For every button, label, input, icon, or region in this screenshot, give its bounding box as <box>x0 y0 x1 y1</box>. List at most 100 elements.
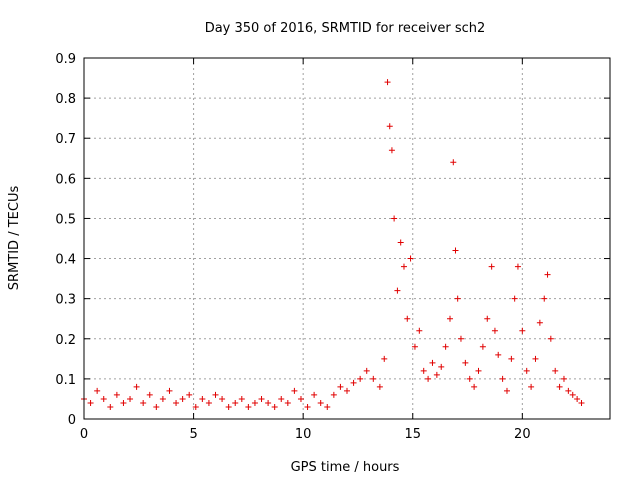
data-point <box>384 79 391 86</box>
data-point <box>357 375 364 382</box>
y-tick-label: 0.7 <box>55 132 76 147</box>
data-point <box>317 399 324 406</box>
data-point <box>450 159 457 166</box>
data-point <box>212 391 219 398</box>
data-point <box>391 215 398 222</box>
data-point <box>508 355 515 362</box>
data-point <box>511 295 518 302</box>
x-tick-label: 20 <box>514 427 531 442</box>
data-point <box>386 123 393 130</box>
plot-frame <box>83 57 611 420</box>
data-point <box>552 367 559 374</box>
data-point <box>225 403 232 410</box>
data-point <box>120 399 127 406</box>
data-point <box>479 343 486 350</box>
data-point <box>271 403 278 410</box>
data-point <box>205 399 212 406</box>
data-point <box>311 391 318 398</box>
data-point <box>425 375 432 382</box>
data-point <box>186 391 193 398</box>
data-point <box>438 363 445 370</box>
data-point <box>404 315 411 322</box>
data-point <box>107 403 114 410</box>
y-tick-label: 0.5 <box>55 212 76 227</box>
data-point <box>457 335 464 342</box>
data-point <box>100 395 107 402</box>
data-point <box>284 399 291 406</box>
data-point <box>484 315 491 322</box>
data-point <box>363 367 370 374</box>
data-point <box>433 371 440 378</box>
data-point <box>536 319 543 326</box>
x-axis-label: GPS time / hours <box>291 460 400 475</box>
data-points <box>81 79 585 410</box>
data-point <box>192 403 199 410</box>
data-point <box>113 391 120 398</box>
data-point <box>94 387 101 394</box>
data-point <box>475 367 482 374</box>
data-point <box>499 375 506 382</box>
y-tick-label: 0.6 <box>55 172 76 187</box>
data-point <box>199 395 206 402</box>
data-point <box>159 395 166 402</box>
data-point <box>569 391 576 398</box>
data-point <box>394 287 401 294</box>
data-point <box>578 399 585 406</box>
data-point <box>265 399 272 406</box>
data-point <box>528 383 535 390</box>
data-point <box>416 327 423 334</box>
y-tick-label: 0 <box>68 413 76 428</box>
data-point <box>514 263 521 270</box>
data-point <box>297 395 304 402</box>
y-tick-label: 0.9 <box>55 52 76 67</box>
data-point <box>127 395 134 402</box>
x-tick-label: 15 <box>404 427 421 442</box>
data-point <box>304 403 311 410</box>
data-point <box>420 367 427 374</box>
data-point <box>556 383 563 390</box>
data-point <box>251 399 258 406</box>
tick-labels: 0 0.1 0.2 0.3 0.4 0.5 0.6 0.7 0.8 0.9 0 5 10 15 20 <box>55 52 610 442</box>
data-point <box>495 351 502 358</box>
data-point <box>574 395 581 402</box>
data-point <box>179 395 186 402</box>
data-point <box>519 327 526 334</box>
data-point <box>238 395 245 402</box>
y-axis-label: SRMTID / TECUs <box>7 186 22 291</box>
y-tick-label: 0.3 <box>55 293 76 308</box>
data-point <box>133 383 140 390</box>
data-point <box>429 359 436 366</box>
data-point <box>232 399 239 406</box>
data-point <box>245 403 252 410</box>
data-point <box>337 383 344 390</box>
data-point <box>491 327 498 334</box>
data-point <box>447 315 454 322</box>
data-point <box>370 375 377 382</box>
data-point <box>452 247 459 254</box>
data-point <box>523 367 530 374</box>
data-point <box>547 335 554 342</box>
data-point <box>407 255 414 262</box>
data-point <box>258 395 265 402</box>
y-tick-label: 0.4 <box>55 253 76 268</box>
data-point <box>330 391 337 398</box>
chart-title: Day 350 of 2016, SRMTID for receiver sch… <box>205 21 486 36</box>
data-point <box>140 399 147 406</box>
data-point <box>173 399 180 406</box>
data-point <box>565 387 572 394</box>
x-tick-label: 5 <box>189 427 197 442</box>
y-tick-label: 0.2 <box>55 333 76 348</box>
data-point <box>503 387 510 394</box>
data-point <box>397 239 404 246</box>
data-point <box>541 295 548 302</box>
x-tick-label: 0 <box>80 427 88 442</box>
x-tick-label: 10 <box>295 427 312 442</box>
data-point <box>532 355 539 362</box>
data-point <box>87 399 94 406</box>
data-point <box>488 263 495 270</box>
data-point <box>466 375 473 382</box>
data-point <box>388 147 395 154</box>
data-point <box>411 343 418 350</box>
data-point <box>462 359 469 366</box>
data-point <box>291 387 298 394</box>
